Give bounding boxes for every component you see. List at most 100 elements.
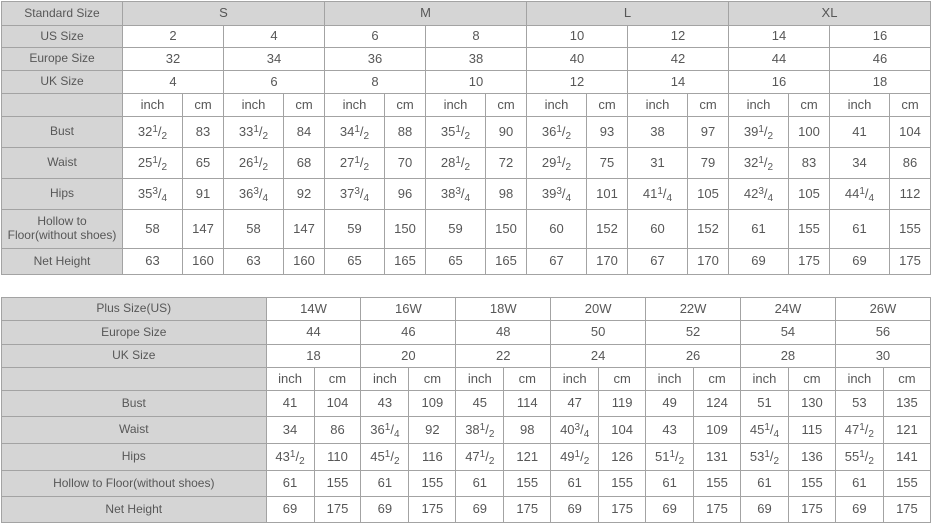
measurement-cell: 63 bbox=[223, 248, 284, 275]
measurement-cell: 59 bbox=[425, 209, 486, 249]
measurement-cell: 69 bbox=[829, 248, 890, 275]
size-value-cell: 38 bbox=[425, 47, 527, 71]
table-row: Waist 251/2 65 261/2 68 271/2 70 281/2 72 291/2 75… bbox=[1, 147, 931, 179]
size-value-cell: 26W bbox=[834, 297, 931, 321]
size-value-cell: 14 bbox=[728, 25, 830, 48]
measurement-cell: 115 bbox=[787, 416, 836, 444]
unit-cell: inch bbox=[425, 93, 486, 117]
measurement-cell: 69 bbox=[360, 496, 410, 523]
measurement-cell: 393/4 bbox=[526, 178, 587, 210]
measurement-cell: 373/4 bbox=[324, 178, 385, 210]
size-value-cell: 20 bbox=[360, 344, 457, 368]
measurement-cell: 91 bbox=[182, 178, 224, 210]
measurement-cell: 47 bbox=[550, 390, 600, 417]
plus-size-table: Plus Size(US) 14W 16W 18W 20W 22W 24W 26W Europe… bbox=[1, 297, 931, 523]
row-label-waist: Waist bbox=[1, 147, 123, 179]
measurement-cell: 100 bbox=[788, 116, 830, 148]
measurement-cell: 363/4 bbox=[223, 178, 284, 210]
measurement-cell: 83 bbox=[788, 147, 830, 179]
measurement-cell: 155 bbox=[693, 470, 741, 497]
measurement-cell: 175 bbox=[882, 496, 931, 523]
measurement-cell: 175 bbox=[408, 496, 457, 523]
unit-cell: cm bbox=[503, 367, 552, 391]
measurement-cell: 124 bbox=[693, 390, 741, 417]
size-value-cell: 44 bbox=[265, 320, 362, 345]
size-value-cell: 44 bbox=[728, 47, 830, 71]
measurement-cell: 61 bbox=[265, 470, 315, 497]
unit-cell: inch bbox=[834, 367, 884, 391]
measurement-cell: 72 bbox=[485, 147, 527, 179]
measurement-cell: 165 bbox=[485, 248, 527, 275]
measurement-cell: 155 bbox=[313, 470, 362, 497]
size-value-cell: 52 bbox=[645, 320, 741, 345]
measurement-cell: 451/4 bbox=[740, 416, 789, 444]
size-value-cell: 34 bbox=[223, 47, 325, 71]
row-label-net-height: Net Height bbox=[1, 496, 267, 523]
unit-cell: cm bbox=[485, 93, 527, 117]
measurement-cell: 96 bbox=[384, 178, 426, 210]
size-value-cell: 16W bbox=[360, 297, 457, 321]
size-value-cell: 24W bbox=[740, 297, 836, 321]
measurement-cell: 58 bbox=[223, 209, 284, 249]
row-label-plus-size-us: Plus Size(US) bbox=[1, 297, 267, 321]
unit-cell: cm bbox=[586, 93, 628, 117]
measurement-cell: 53 bbox=[834, 390, 884, 417]
measurement-cell: 61 bbox=[360, 470, 410, 497]
measurement-cell: 136 bbox=[787, 443, 836, 471]
measurement-cell: 121 bbox=[503, 443, 552, 471]
table-row: Hips 353/4 91 363/4 92 373/4 96 383/4 98 393/4 101… bbox=[1, 178, 931, 210]
row-label-hollow-to-floor-without-shoes: Hollow to Floor(without shoes) bbox=[1, 470, 267, 497]
size-group-cell: XL bbox=[728, 1, 931, 26]
table-row: Europe Size 32 34 36 38 40 42 44 46 bbox=[1, 47, 931, 71]
size-value-cell: 30 bbox=[834, 344, 931, 368]
measurement-cell: 391/2 bbox=[728, 116, 789, 148]
measurement-cell: 60 bbox=[627, 209, 688, 249]
measurement-cell: 69 bbox=[740, 496, 789, 523]
measurement-cell: 69 bbox=[455, 496, 505, 523]
size-value-cell: 10 bbox=[526, 25, 628, 48]
table-row: Plus Size(US) 14W 16W 18W 20W 22W 24W 26W bbox=[1, 297, 931, 321]
measurement-cell: 119 bbox=[598, 390, 647, 417]
measurement-cell: 121 bbox=[882, 416, 931, 444]
unit-cell: inch bbox=[645, 367, 695, 391]
measurement-cell: 531/2 bbox=[740, 443, 789, 471]
unit-cell: cm bbox=[693, 367, 741, 391]
unit-cell: cm bbox=[882, 367, 931, 391]
standard-size-table: Standard Size S M L XL US Size 2 4 6 8 10 12 14 16 Eur… bbox=[1, 1, 931, 275]
row-label-waist: Waist bbox=[1, 416, 267, 444]
measurement-cell: 261/2 bbox=[223, 147, 284, 179]
measurement-cell: 383/4 bbox=[425, 178, 486, 210]
measurement-cell: 69 bbox=[728, 248, 789, 275]
size-value-cell: 20W bbox=[550, 297, 647, 321]
measurement-cell: 361/2 bbox=[526, 116, 587, 148]
size-value-cell: 24 bbox=[550, 344, 647, 368]
measurement-cell: 112 bbox=[889, 178, 931, 210]
measurement-cell: 491/2 bbox=[550, 443, 600, 471]
table-row: inch cm inch cm inch cm inch cm inch cm inch cm inch… bbox=[1, 93, 931, 117]
table-row: UK Size 4 6 8 10 12 14 16 18 bbox=[1, 70, 931, 94]
measurement-cell: 150 bbox=[384, 209, 426, 249]
table-row: Hollow to Floor(without shoes) 58 147 58 147… bbox=[1, 209, 931, 249]
unit-cell: cm bbox=[408, 367, 457, 391]
measurement-cell: 423/4 bbox=[728, 178, 789, 210]
measurement-cell: 79 bbox=[687, 147, 729, 179]
unit-cell: inch bbox=[740, 367, 789, 391]
measurement-cell: 150 bbox=[485, 209, 527, 249]
table-row: inch cm inch cm inch cm inch cm inch cm inch cm inch… bbox=[1, 367, 931, 391]
size-value-cell: 4 bbox=[122, 70, 224, 94]
measurement-cell: 105 bbox=[788, 178, 830, 210]
measurement-cell: 321/2 bbox=[728, 147, 789, 179]
unit-cell: cm bbox=[889, 93, 931, 117]
measurement-cell: 155 bbox=[598, 470, 647, 497]
measurement-cell: 65 bbox=[425, 248, 486, 275]
measurement-cell: 98 bbox=[485, 178, 527, 210]
measurement-cell: 101 bbox=[586, 178, 628, 210]
measurement-cell: 155 bbox=[882, 470, 931, 497]
measurement-cell: 271/2 bbox=[324, 147, 385, 179]
unit-cell: inch bbox=[550, 367, 600, 391]
size-value-cell: 6 bbox=[223, 70, 325, 94]
measurement-cell: 175 bbox=[313, 496, 362, 523]
measurement-cell: 69 bbox=[265, 496, 315, 523]
size-value-cell: 14W bbox=[265, 297, 362, 321]
measurement-cell: 31 bbox=[627, 147, 688, 179]
